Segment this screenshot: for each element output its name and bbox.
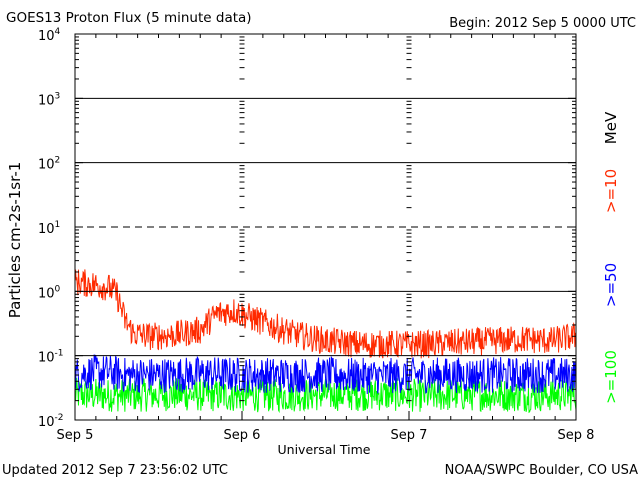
y-tick-label: 103 bbox=[38, 91, 60, 108]
y-axis-label-text: Particles cm-2s-1sr-1 bbox=[6, 162, 24, 319]
legend-unit: MeV bbox=[602, 111, 620, 144]
chart-title: GOES13 Proton Flux (5 minute data) bbox=[6, 10, 252, 26]
legend: MeV >=10 >=50 >=100 bbox=[602, 111, 620, 404]
legend-label-10mev: >=10 bbox=[602, 169, 620, 213]
y-axis: 10-2 10-1 100 101 102 103 104 bbox=[38, 27, 576, 430]
day-boundary-ticks bbox=[239, 36, 412, 402]
updated-timestamp: Updated 2012 Sep 7 23:56:02 UTC bbox=[2, 463, 228, 478]
x-tick-label: Sep 5 bbox=[57, 428, 94, 443]
credit-text: NOAA/SWPC Boulder, CO USA bbox=[445, 463, 638, 478]
series-line-50mev bbox=[74, 354, 577, 394]
y-tick-label: 104 bbox=[38, 27, 61, 44]
series-line-10mev bbox=[74, 269, 577, 359]
series-layer bbox=[74, 269, 577, 414]
x-tick-label: Sep 6 bbox=[224, 428, 261, 443]
y-tick-label: 100 bbox=[38, 284, 61, 301]
begin-time: Begin: 2012 Sep 5 0000 UTC bbox=[449, 16, 636, 31]
x-tick-label: Sep 8 bbox=[558, 428, 595, 443]
y-axis-label: Particles cm-2s-1sr-1 bbox=[6, 162, 24, 319]
y-tick-label: 101 bbox=[38, 220, 60, 237]
y-tick-label: 102 bbox=[38, 156, 60, 173]
reference-lines bbox=[75, 97, 576, 357]
x-axis: Sep 5 Sep 6 Sep 7 Sep 8 bbox=[57, 34, 595, 443]
legend-label-100mev: >=100 bbox=[602, 350, 620, 404]
y-tick-label: 10-1 bbox=[38, 349, 64, 366]
y-tick-label: 10-2 bbox=[38, 413, 64, 430]
x-axis-label: Universal Time bbox=[278, 442, 371, 457]
x-tick-label: Sep 7 bbox=[391, 428, 428, 443]
legend-label-50mev: >=50 bbox=[602, 263, 620, 307]
